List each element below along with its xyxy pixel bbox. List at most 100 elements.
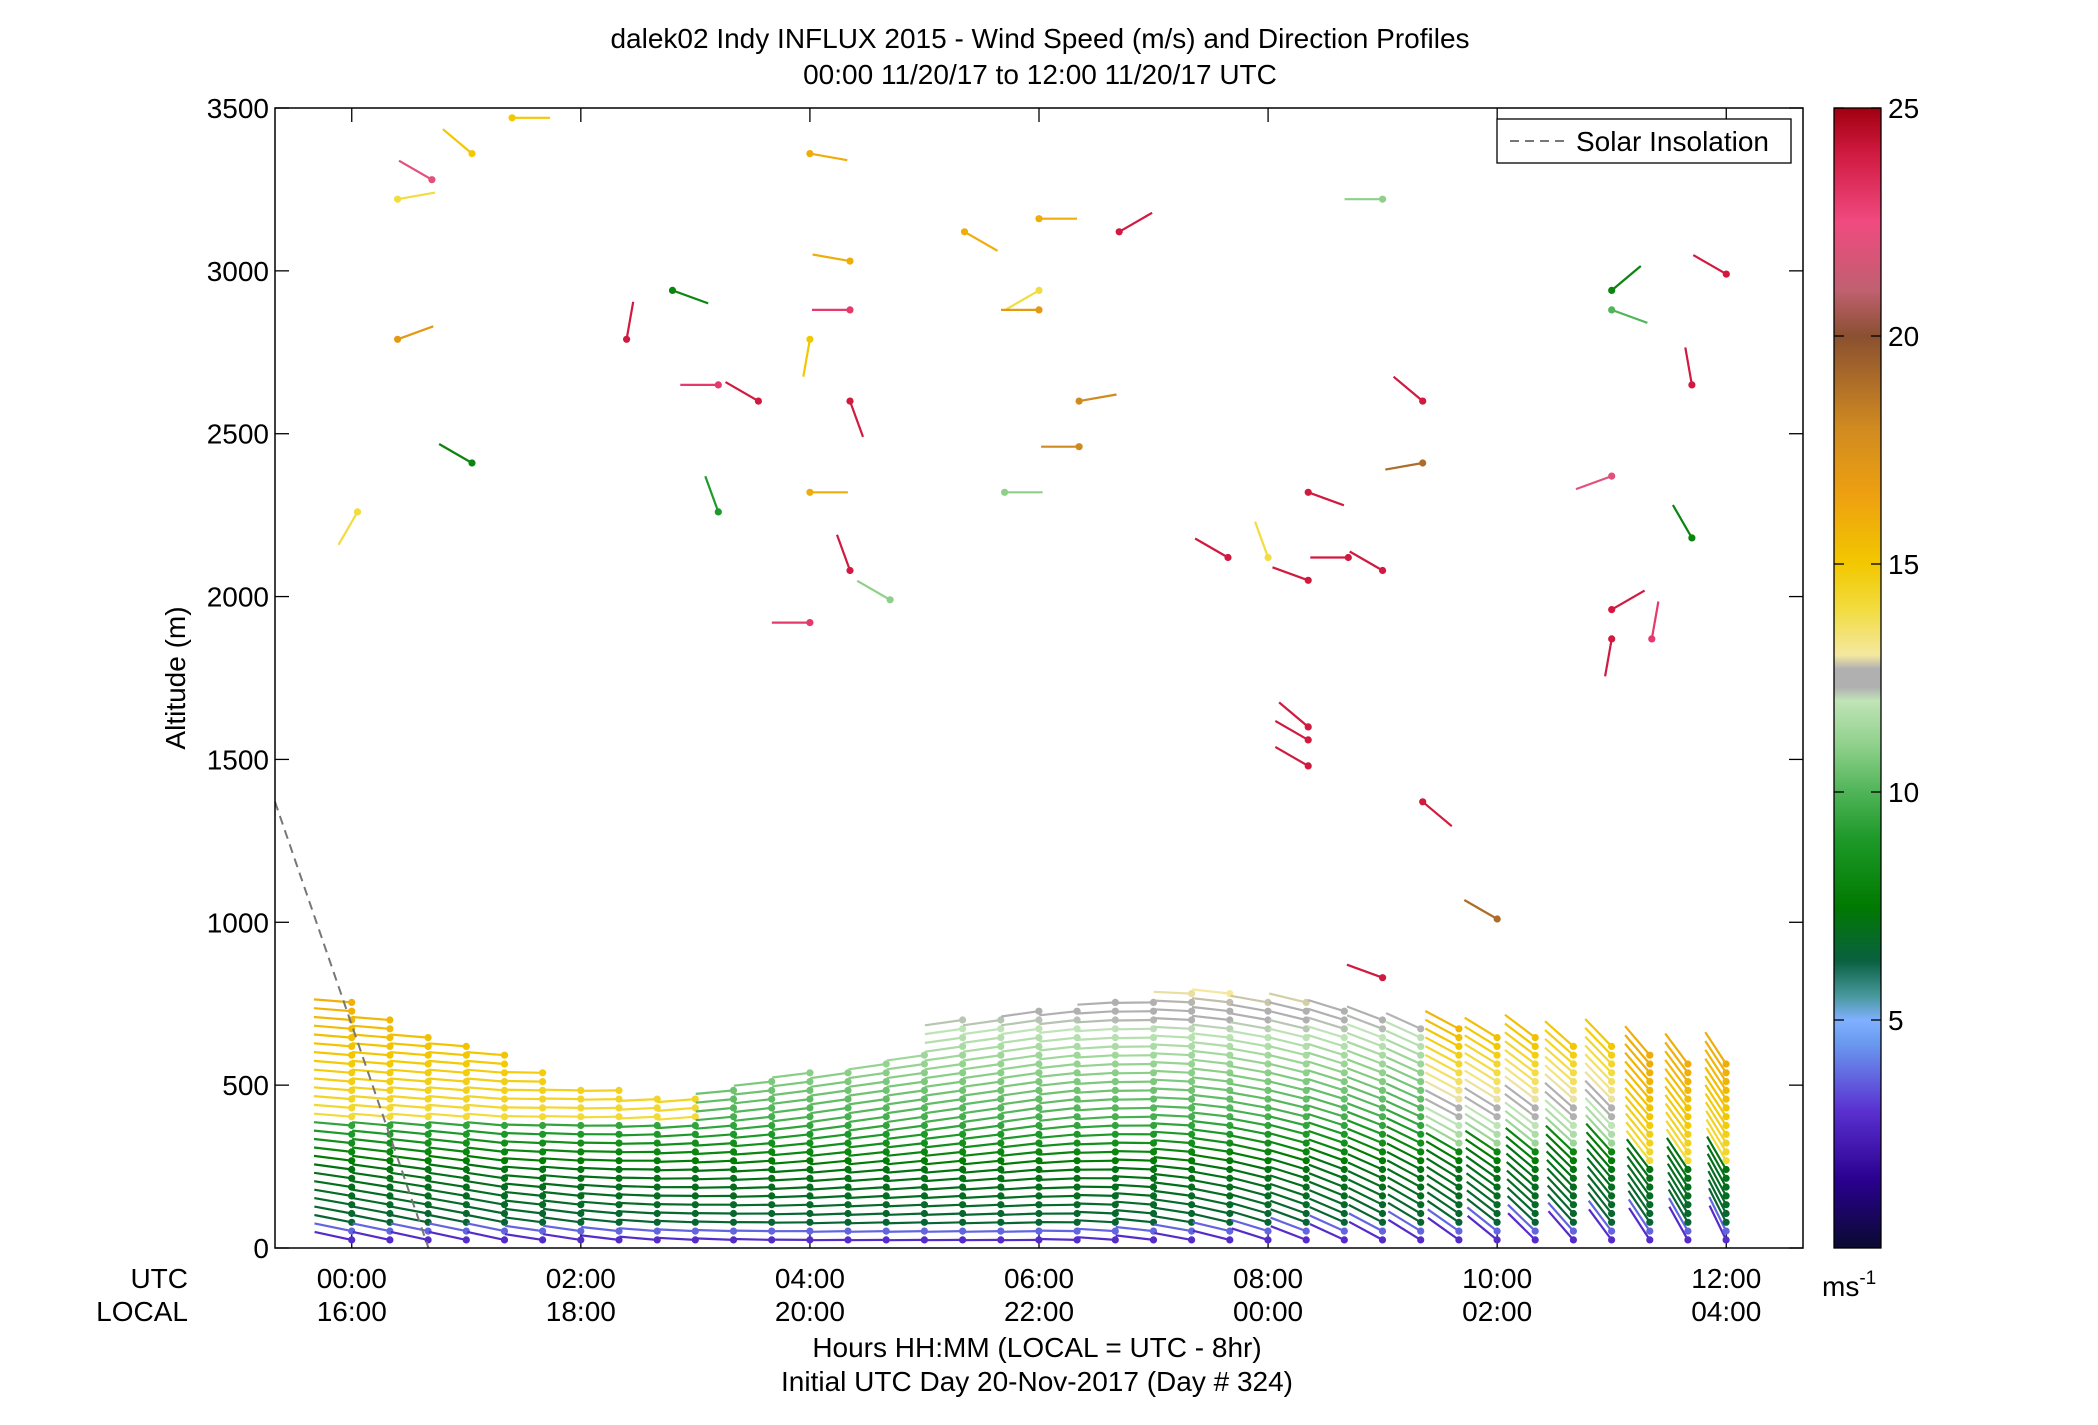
y-tick-label: 3500 [207, 93, 269, 124]
lower-wind-barb [1504, 1031, 1539, 1059]
lower-wind-barb [1039, 1148, 1081, 1156]
lower-wind-barb [466, 1222, 509, 1235]
lower-wind-barb [1385, 1108, 1425, 1130]
lower-wind-barb [1504, 1084, 1539, 1112]
upper-wind-barb [1349, 550, 1387, 575]
lower-wind-barb [1000, 1236, 1043, 1244]
lower-wind-barb [886, 1086, 929, 1097]
lower-wind-barb [1039, 1042, 1081, 1052]
lower-wind-barb [1115, 1069, 1158, 1077]
lower-wind-barb [1464, 1121, 1501, 1147]
lower-wind-barb [1464, 1051, 1501, 1077]
lower-wind-barb [924, 1016, 967, 1027]
lower-wind-barb [1346, 1102, 1387, 1121]
lower-wind-barb [1077, 1209, 1119, 1218]
lower-wind-barb [1153, 1060, 1196, 1068]
lower-wind-barb [390, 1121, 432, 1130]
lower-wind-barb [313, 1146, 356, 1156]
lower-wind-barb [1588, 1208, 1616, 1244]
lower-wind-barb [504, 1086, 547, 1094]
upper-wind-barb [1278, 701, 1312, 731]
lower-wind-barb [1192, 1145, 1234, 1156]
lower-wind-barb [962, 1192, 1005, 1200]
wind-barbs [313, 114, 1730, 1244]
x-tick-label-local: 18:00 [546, 1296, 616, 1327]
lower-wind-barb [1153, 1121, 1196, 1130]
colorbar-unit-base: ms [1822, 1271, 1859, 1302]
colorbar-tick-label: 5 [1888, 1005, 1904, 1036]
lower-wind-barb [1584, 1018, 1616, 1050]
lower-wind-barb [1664, 1059, 1692, 1094]
lower-wind-barb [886, 1183, 929, 1191]
y-tick-label: 500 [222, 1070, 269, 1101]
lower-wind-barb [657, 1095, 699, 1104]
lower-wind-barb [1039, 1201, 1081, 1209]
y-tick-label: 3000 [207, 256, 269, 287]
lower-wind-barb [810, 1139, 852, 1149]
lower-wind-barb [1000, 1218, 1043, 1226]
lower-wind-barb [1544, 1029, 1577, 1059]
lower-wind-barb [1668, 1206, 1692, 1244]
lower-wind-barb [351, 1095, 394, 1103]
lower-wind-barb [580, 1095, 623, 1103]
lower-wind-barb [924, 1034, 967, 1044]
lower-wind-barb [1385, 1099, 1425, 1121]
x-tick-label-local: 22:00 [1004, 1296, 1074, 1327]
colorbar-unit-exponent: -1 [1859, 1268, 1876, 1289]
colorbar-unit: ms-1 [1822, 1268, 1876, 1302]
lower-wind-barb [466, 1059, 509, 1068]
lower-wind-barb [1115, 1200, 1158, 1209]
lower-wind-barb [1424, 1062, 1463, 1086]
x-tick-label-utc: 06:00 [1004, 1263, 1074, 1294]
lower-wind-barb [772, 1095, 814, 1105]
lower-wind-barb [1231, 1227, 1272, 1244]
lower-wind-barb [962, 1165, 1005, 1174]
lower-wind-barb [771, 1139, 814, 1148]
lower-wind-barb [1001, 1121, 1043, 1132]
lower-wind-barb [1269, 1157, 1310, 1174]
lower-wind-barb [1665, 1137, 1692, 1174]
lower-wind-barb [1386, 1176, 1425, 1200]
lower-wind-barb [1665, 1120, 1692, 1156]
lower-wind-barb [428, 1129, 470, 1138]
lower-wind-barb [657, 1139, 699, 1147]
lower-wind-barb [657, 1113, 699, 1121]
lower-wind-barb [351, 1024, 394, 1033]
lower-wind-barb [1584, 1035, 1616, 1068]
lower-wind-barb [619, 1201, 661, 1209]
lower-wind-barb [1230, 1038, 1272, 1050]
lower-wind-barb [504, 1104, 547, 1112]
lower-wind-barb [351, 1077, 394, 1086]
lower-wind-barb [1506, 1195, 1539, 1226]
lower-wind-barb [962, 1113, 1005, 1124]
lower-wind-barb [466, 1205, 509, 1218]
lower-wind-barb [428, 1154, 470, 1165]
lower-wind-barb [848, 1183, 890, 1191]
lower-wind-barb [466, 1154, 509, 1165]
lower-wind-barb [1464, 1112, 1501, 1138]
lower-wind-barb [1077, 1025, 1119, 1033]
lower-wind-barb [886, 1095, 929, 1106]
lower-wind-barb [1307, 1060, 1348, 1077]
lower-wind-barb [1308, 1172, 1348, 1191]
lower-wind-barb [1308, 1180, 1348, 1200]
lower-wind-barb [1115, 1165, 1158, 1174]
lower-wind-barb [1385, 1012, 1425, 1033]
lower-wind-barb [657, 1130, 699, 1138]
lower-wind-barb [772, 1104, 814, 1114]
lower-wind-barb [428, 1042, 470, 1050]
lower-wind-barb [810, 1113, 852, 1124]
lower-wind-barb [1584, 1097, 1616, 1130]
lower-wind-barb [1077, 1007, 1119, 1015]
lower-wind-barb [352, 1230, 394, 1244]
lower-wind-barb [1425, 1114, 1463, 1138]
lower-wind-barb [504, 1095, 547, 1103]
lower-wind-barb [657, 1209, 699, 1218]
lower-wind-barb [1544, 1090, 1577, 1121]
lower-wind-barb [1347, 1144, 1387, 1165]
lower-wind-barb [1269, 1140, 1310, 1156]
lower-wind-barb [1706, 1153, 1730, 1191]
lower-wind-barb [810, 1183, 852, 1191]
lower-wind-barb [962, 1183, 1005, 1191]
